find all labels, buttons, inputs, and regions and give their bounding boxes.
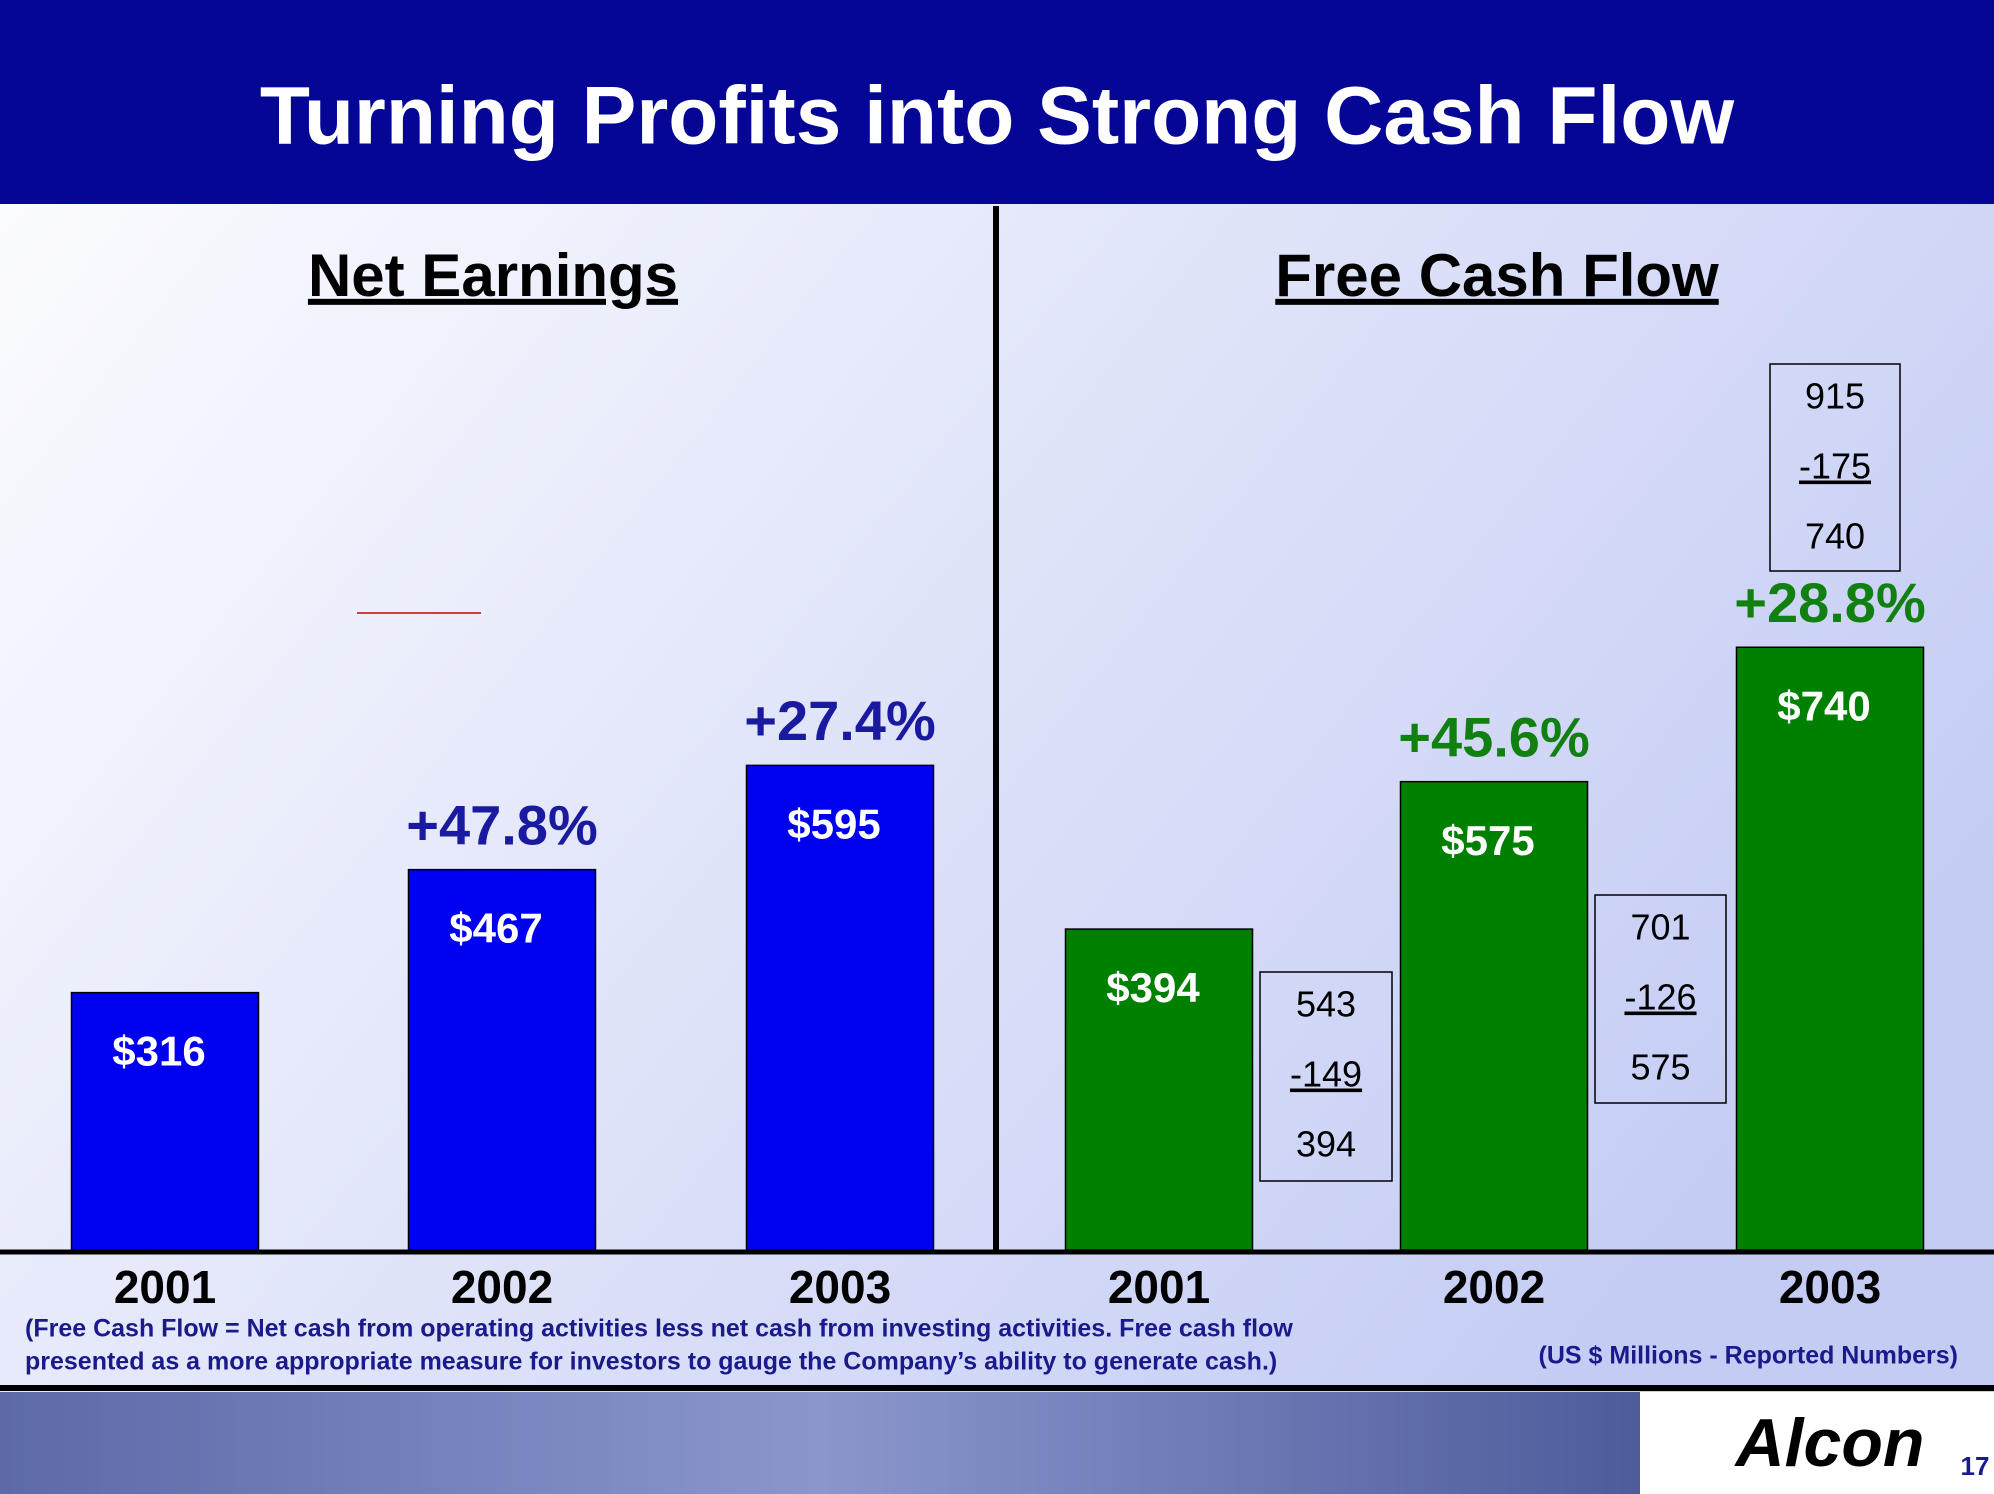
calc-line: 915: [1805, 376, 1865, 417]
photo-strip: [0, 1392, 1640, 1494]
bar: [1399, 780, 1589, 1251]
value-label: $740: [1777, 682, 1870, 729]
value-label: $316: [112, 1028, 205, 1075]
value-label: $595: [787, 800, 880, 847]
calc-line: 740: [1805, 516, 1865, 557]
calc-line: 701: [1630, 907, 1690, 948]
growth-label: +28.8%: [1734, 571, 1926, 634]
growth-label: +45.6%: [1398, 705, 1590, 768]
calc-line: -126: [1624, 977, 1696, 1018]
calc-line: 394: [1296, 1124, 1356, 1165]
value-label: $467: [449, 905, 542, 952]
calc-box: [1259, 971, 1393, 1182]
calc-line: 575: [1630, 1047, 1690, 1088]
slide-title: Turning Profits into Strong Cash Flow: [260, 71, 1735, 162]
bar: [407, 868, 597, 1251]
calc-box: [1594, 894, 1727, 1104]
x-tick-label: 2001: [114, 1261, 216, 1313]
calc-box: [1769, 363, 1901, 572]
x-tick-label: 2001: [1108, 1261, 1210, 1313]
x-tick-label: 2002: [1443, 1261, 1545, 1313]
calc-line: 543: [1296, 984, 1356, 1025]
value-label: $394: [1106, 964, 1200, 1011]
bar: [745, 764, 935, 1251]
calc-line: -175: [1799, 446, 1871, 487]
header-bar: [0, 0, 1994, 204]
logo-area: [1640, 1392, 1994, 1494]
logo: Alcon: [1734, 1405, 1925, 1481]
chart-title: Net Earnings: [308, 242, 678, 309]
bar: [70, 991, 260, 1251]
growth-label: +47.8%: [406, 793, 598, 856]
page-number: 17: [1961, 1451, 1990, 1481]
growth-label: +27.4%: [744, 689, 936, 752]
x-tick-label: 2003: [789, 1261, 891, 1313]
bar: [1735, 646, 1925, 1251]
chart-title: Free Cash Flow: [1275, 242, 1719, 309]
x-tick-label: 2003: [1779, 1261, 1881, 1313]
bar: [1064, 928, 1254, 1251]
footnote: (Free Cash Flow = Net cash from operatin…: [25, 1315, 1293, 1343]
calc-line: -149: [1290, 1054, 1362, 1095]
value-label: $575: [1441, 817, 1534, 864]
x-tick-label: 2002: [451, 1261, 553, 1313]
unit-note: (US $ Millions - Reported Numbers): [1539, 1342, 1958, 1370]
footnote: presented as a more appropriate measure …: [25, 1348, 1277, 1376]
